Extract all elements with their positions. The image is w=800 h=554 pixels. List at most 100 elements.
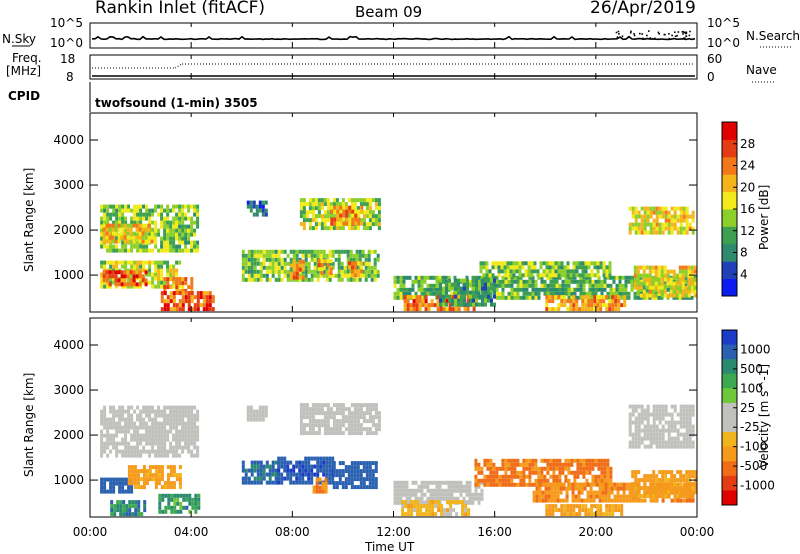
power-cell <box>118 204 122 209</box>
power-cell <box>454 307 458 312</box>
power-cell <box>402 275 406 280</box>
velocity-cell <box>596 508 600 513</box>
velocity-cell <box>597 478 601 483</box>
velocity-cell <box>483 478 487 483</box>
velocity-cell <box>655 498 659 503</box>
velocity-cell <box>256 480 260 485</box>
velocity-cell <box>399 484 403 489</box>
power-cell <box>563 299 567 304</box>
velocity-cell <box>661 428 665 433</box>
power-cell <box>582 283 586 288</box>
power-cell <box>256 257 260 262</box>
power-cell <box>127 284 131 289</box>
velocity-cell <box>253 468 257 473</box>
power-cell <box>277 269 281 274</box>
velocity-cell <box>405 488 409 493</box>
power-cell <box>608 265 612 270</box>
power-cell <box>172 216 176 221</box>
power-cell <box>144 239 148 244</box>
power-cell <box>184 228 188 233</box>
power-cell <box>531 287 535 292</box>
power-cell <box>670 230 674 235</box>
nsearch-dot <box>630 30 632 33</box>
velocity-cell <box>495 482 499 487</box>
power-cell <box>457 282 460 287</box>
power-cell <box>175 268 179 273</box>
power-cell <box>545 261 549 266</box>
power-cell <box>295 253 299 258</box>
velocity-cell <box>513 462 517 467</box>
power-cell <box>121 212 125 217</box>
nsearch-label: N.Search <box>746 29 800 43</box>
power-cell <box>600 283 604 288</box>
power-cell <box>646 218 650 223</box>
power-cell <box>631 222 635 227</box>
power-cell <box>347 198 351 203</box>
velocity-cell <box>419 512 423 517</box>
velocity-cell <box>368 465 372 470</box>
power-cell <box>426 283 430 288</box>
velocity-cell <box>402 484 406 489</box>
velocity-cell <box>553 486 557 491</box>
velocity-cell <box>103 409 107 414</box>
power-cell <box>351 269 354 274</box>
power-cell <box>528 295 532 300</box>
power-cell <box>255 204 259 209</box>
velocity-cell <box>691 444 695 449</box>
velocity-cell <box>163 405 167 410</box>
y-tick-label: 3000 <box>53 383 84 397</box>
power-cell <box>359 218 363 223</box>
power-cell <box>411 287 415 292</box>
velocity-cell <box>537 470 541 475</box>
velocity-cell <box>631 432 635 437</box>
velocity-cell <box>151 445 155 450</box>
power-cell <box>615 283 619 288</box>
velocity-cell <box>682 404 686 409</box>
velocity-cell <box>393 488 397 493</box>
velocity-cell <box>172 425 176 430</box>
power-cell <box>132 231 136 236</box>
velocity-cell <box>480 488 484 493</box>
velocity-cell <box>620 508 624 513</box>
velocity-cell <box>100 485 104 490</box>
power-cell <box>504 279 508 284</box>
velocity-cell <box>676 428 680 433</box>
power-cell <box>364 265 368 270</box>
power-cell <box>678 277 682 282</box>
power-cell <box>500 269 504 274</box>
power-cell <box>603 279 607 284</box>
velocity-cell <box>329 427 333 432</box>
power-cell <box>138 282 142 287</box>
power-cell <box>337 257 341 262</box>
power-cell <box>582 287 586 292</box>
velocity-cell <box>528 462 532 467</box>
power-cell <box>618 283 622 288</box>
velocity-cell <box>161 509 165 514</box>
velocity-cell <box>438 484 442 489</box>
power-cell <box>310 273 314 278</box>
velocity-cell <box>423 484 427 489</box>
velocity-cell <box>175 429 179 434</box>
velocity-cell <box>145 473 149 478</box>
velocity-cell <box>652 470 656 475</box>
power-cell <box>621 283 625 288</box>
power-cell <box>673 210 677 215</box>
velocity-cell <box>166 433 170 438</box>
power-cell <box>573 279 577 284</box>
power-cell <box>190 220 194 225</box>
velocity-cell <box>196 449 200 454</box>
velocity-cell <box>554 504 558 509</box>
velocity-cell <box>365 403 369 408</box>
velocity-cell <box>540 470 544 475</box>
power-cell <box>340 273 344 278</box>
power-cell <box>471 283 475 288</box>
velocity-cell <box>338 481 342 486</box>
velocity-cell <box>280 460 284 465</box>
power-cell <box>265 253 269 258</box>
velocity-cell <box>320 403 324 408</box>
power-cell <box>106 220 110 225</box>
power-cell <box>436 303 440 308</box>
velocity-cell <box>429 496 433 501</box>
power-cell <box>493 278 496 283</box>
power-cell <box>487 294 490 299</box>
